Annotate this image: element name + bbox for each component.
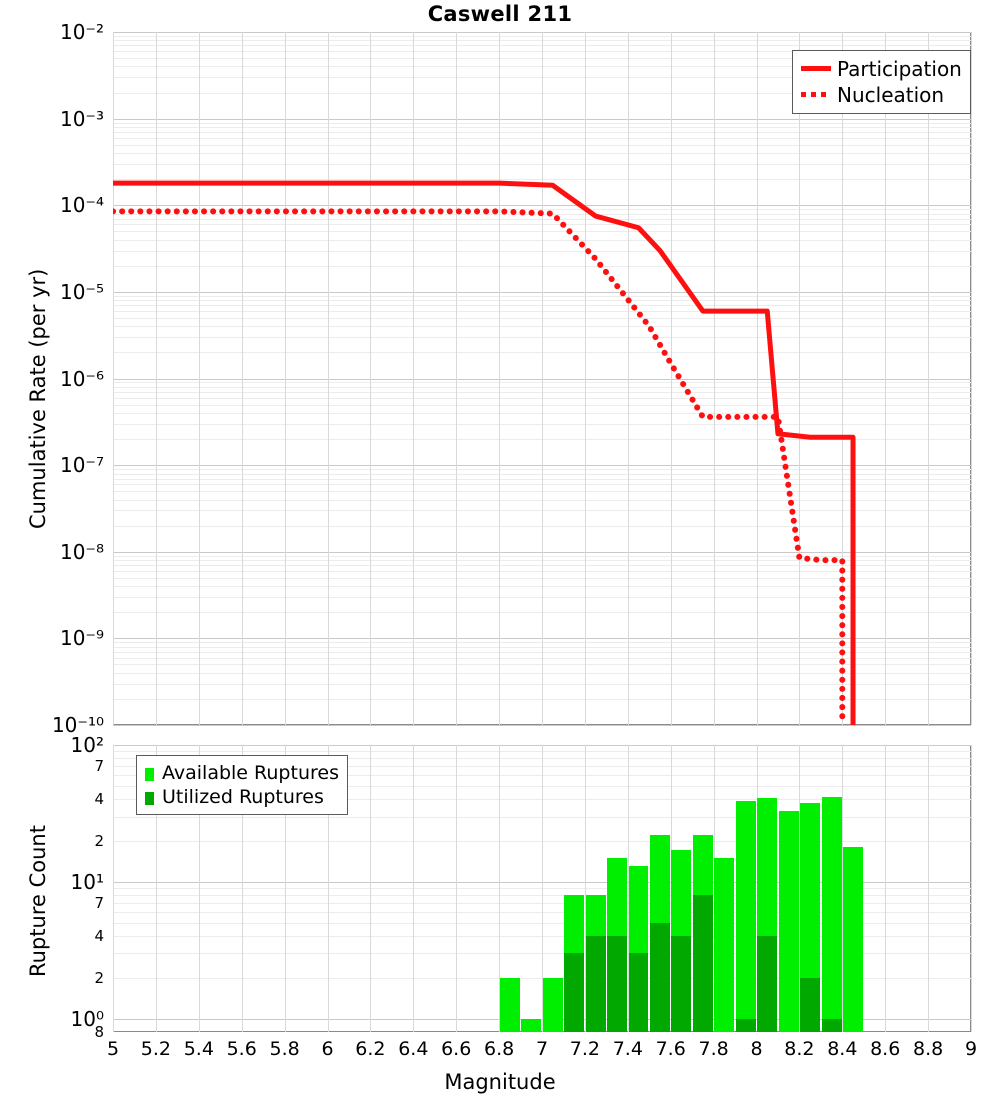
x-tick-8-2: 8.2 <box>784 1038 815 1060</box>
legend-item-participation[interactable]: Participation <box>799 56 962 82</box>
x-tick-6-4: 6.4 <box>398 1038 429 1060</box>
bottom-y-tick-1: 10¹ <box>70 869 104 894</box>
x-tick-8: 8 <box>750 1038 763 1060</box>
magnitude-axis-title: Magnitude <box>444 1070 556 1094</box>
top-y-tick-3: 10⁻⁵ <box>59 279 104 304</box>
legend-label-nucleation: Nucleation <box>837 83 945 107</box>
bar-available <box>735 800 756 1032</box>
x-tick-6-6: 6.6 <box>441 1038 472 1060</box>
x-tick-8-6: 8.6 <box>870 1038 901 1060</box>
bar-available <box>542 977 563 1032</box>
legend-item-nucleation[interactable]: Nucleation <box>799 82 962 108</box>
bar-available <box>714 857 735 1032</box>
x-tick-5-4: 5.4 <box>183 1038 214 1060</box>
bar-utilized <box>821 1018 842 1032</box>
cumulative-rate-axis-title: Cumulative Rate (per yr) <box>26 268 50 529</box>
participation-curve <box>113 180 856 725</box>
x-tick-5-2: 5.2 <box>140 1038 171 1060</box>
rupture-count-axis-title: Rupture Count <box>26 824 50 977</box>
bar-utilized <box>735 1018 756 1032</box>
x-tick-5-8: 5.8 <box>269 1038 300 1060</box>
top-y-tick-7: 10⁻⁹ <box>59 626 104 651</box>
x-tick-7-6: 7.6 <box>655 1038 686 1060</box>
legend-label-participation: Participation <box>837 57 962 81</box>
bar-utilized <box>650 923 670 1032</box>
bottom-y-tick-0: 10² <box>70 733 104 757</box>
x-tick-6: 6 <box>321 1038 334 1060</box>
bar-available <box>800 802 821 1032</box>
figure-title: Caswell 211 <box>427 2 573 26</box>
legend-item-utilized-ruptures[interactable]: Utilized Ruptures <box>143 785 339 809</box>
x-tick-5: 5 <box>106 1038 120 1060</box>
x-tick-8-4: 8.4 <box>827 1038 858 1060</box>
bottom-y-minor-tick-4: 4 <box>94 927 104 946</box>
top-y-tick-5: 10⁻⁷ <box>59 453 104 478</box>
top-y-tick-4: 10⁻⁶ <box>59 366 104 391</box>
legend-item-available-ruptures[interactable]: Available Ruptures <box>143 761 339 785</box>
bar-available <box>778 810 799 1032</box>
x-tick-9: 9 <box>964 1038 978 1060</box>
top-y-tick-6: 10⁻⁸ <box>59 539 104 564</box>
top-panel-legend: Participation Nucleation <box>792 50 971 114</box>
bar-utilized <box>607 936 628 1032</box>
legend-label-utilized-ruptures: Utilized Ruptures <box>162 786 324 808</box>
top-y-tick-1: 10⁻³ <box>59 106 104 131</box>
bar-utilized <box>671 936 692 1032</box>
bottom-y-minor-tick-2: 2 <box>94 831 104 850</box>
x-tick-7-4: 7.4 <box>612 1038 643 1060</box>
x-tick-7-2: 7.2 <box>569 1038 600 1060</box>
bar-utilized <box>800 977 821 1032</box>
bar-available <box>499 977 520 1032</box>
x-tick-6-8: 6.8 <box>483 1038 515 1060</box>
bar-utilized <box>757 936 778 1032</box>
nucleation-line-icon <box>799 86 833 104</box>
x-tick-6-2: 6.2 <box>355 1038 386 1060</box>
bar-utilized <box>564 953 585 1032</box>
bottom-y-minor-tick-5: 2 <box>94 968 104 987</box>
top-y-tick-0: 10⁻² <box>59 20 104 44</box>
x-tick-5-6: 5.6 <box>226 1038 257 1060</box>
bar-available <box>843 846 863 1032</box>
bottom-y-minor-tick-0: 7 <box>94 757 104 776</box>
bottom-y-minor-tick-1: 4 <box>94 790 104 809</box>
top-y-tick-8: 10⁻¹⁰ <box>51 713 104 737</box>
utilized-ruptures-swatch-icon <box>143 788 159 806</box>
x-tick-7-8: 7.8 <box>698 1038 729 1060</box>
bar-available <box>821 796 842 1032</box>
participation-line-icon <box>799 60 833 78</box>
x-tick-7: 7 <box>535 1038 549 1060</box>
available-ruptures-swatch-icon <box>143 764 159 782</box>
legend-label-available-ruptures: Available Ruptures <box>162 762 339 784</box>
bar-utilized <box>692 895 713 1032</box>
bottom-y-minor-tick-6: 8 <box>94 1023 104 1041</box>
bottom-y-minor-tick-3: 7 <box>94 894 104 913</box>
bottom-y-tick-2: 10⁰ <box>70 1006 104 1031</box>
x-tick-8-8: 8.8 <box>912 1038 944 1060</box>
bar-utilized <box>585 936 606 1032</box>
bar-utilized <box>628 953 649 1032</box>
top-y-tick-2: 10⁻⁴ <box>59 193 104 218</box>
bottom-panel-legend: Available Ruptures Utilized Ruptures <box>136 755 348 815</box>
nucleation-curve <box>113 208 846 725</box>
bar-available <box>521 1018 542 1032</box>
